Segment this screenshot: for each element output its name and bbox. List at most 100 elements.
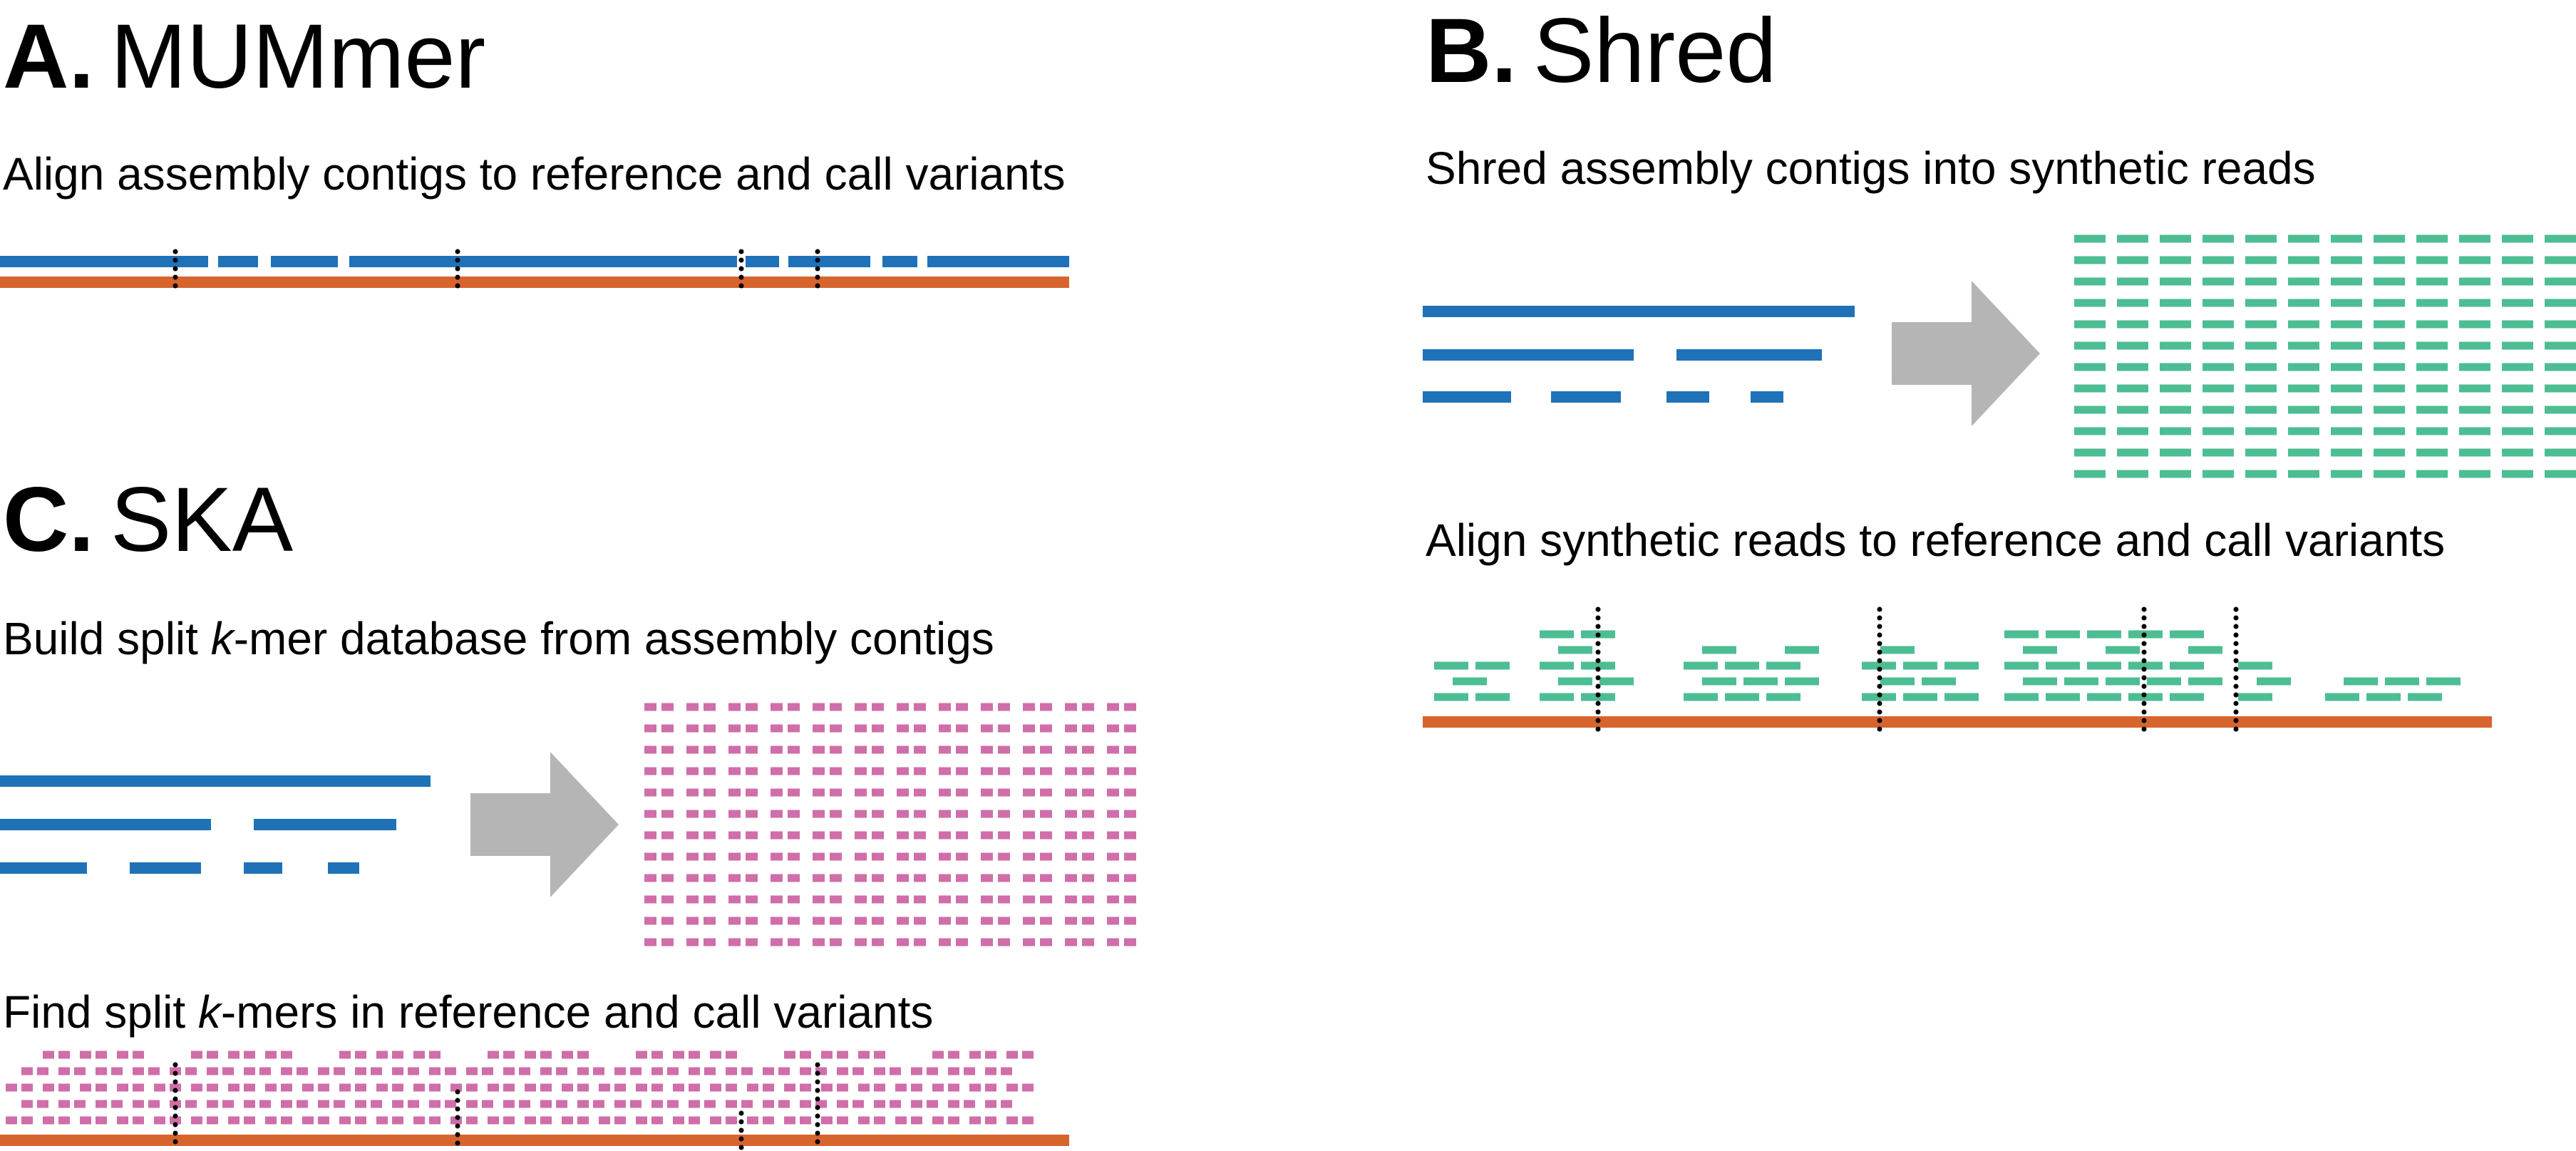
mapped-kmer xyxy=(667,1067,679,1075)
aligned-read xyxy=(2004,630,2039,639)
panel-a-caption: Align assembly contigs to reference and … xyxy=(3,148,1066,200)
mapped-kmer xyxy=(265,1051,277,1059)
contig-segment xyxy=(927,256,1069,267)
split-kmer xyxy=(981,938,993,946)
aligned-read xyxy=(1540,630,1574,639)
split-kmer xyxy=(956,788,968,797)
mapped-kmer xyxy=(630,1067,642,1075)
split-kmer xyxy=(771,810,783,818)
split-kmer xyxy=(830,745,842,754)
split-kmer xyxy=(813,895,825,904)
mapped-kmer xyxy=(726,1067,737,1075)
mapped-kmer xyxy=(614,1067,626,1075)
aligned-read xyxy=(1702,646,1736,654)
split-kmer xyxy=(728,917,741,925)
mapped-kmer xyxy=(969,1116,981,1125)
split-kmer xyxy=(771,745,783,754)
aligned-read xyxy=(2023,677,2057,686)
aligned-read xyxy=(2408,693,2442,701)
synthetic-read xyxy=(2331,256,2362,264)
mapped-kmer xyxy=(630,1100,642,1108)
contig-line xyxy=(1751,391,1783,403)
mapped-kmer xyxy=(21,1100,33,1108)
mapped-kmer xyxy=(244,1100,255,1108)
split-kmer xyxy=(939,938,951,946)
split-kmer xyxy=(981,874,993,882)
split-kmer xyxy=(661,724,674,733)
split-kmer xyxy=(998,831,1010,840)
synthetic-read xyxy=(2288,363,2319,371)
split-kmer xyxy=(788,810,800,818)
split-kmer xyxy=(1124,745,1136,754)
split-kmer xyxy=(1082,724,1094,733)
synthetic-read xyxy=(2331,427,2362,435)
synthetic-read xyxy=(2502,234,2533,243)
split-kmer xyxy=(813,745,825,754)
mapped-kmer xyxy=(318,1116,329,1125)
split-kmer xyxy=(644,745,656,754)
split-kmer xyxy=(1082,938,1094,946)
split-kmer xyxy=(897,703,909,711)
split-kmer xyxy=(661,895,674,904)
split-kmer xyxy=(855,724,867,733)
panel-c-caption-build-pre: Build split xyxy=(3,613,211,664)
synthetic-read xyxy=(2545,256,2576,264)
synthetic-read xyxy=(2502,470,2533,478)
split-kmer xyxy=(939,745,951,754)
split-kmer xyxy=(830,852,842,861)
synthetic-read xyxy=(2416,470,2448,478)
mapped-kmer xyxy=(784,1116,795,1125)
mapped-kmer xyxy=(1022,1051,1034,1059)
mapped-kmer xyxy=(6,1116,17,1125)
split-kmer xyxy=(914,852,926,861)
synthetic-read xyxy=(2545,320,2576,329)
mapped-kmer xyxy=(376,1051,388,1059)
mapped-kmer xyxy=(503,1116,515,1125)
mapped-kmer xyxy=(927,1100,938,1108)
split-kmer xyxy=(813,852,825,861)
split-kmer xyxy=(897,767,909,775)
mapped-kmer xyxy=(1022,1083,1034,1092)
synthetic-read xyxy=(2288,256,2319,264)
split-kmer xyxy=(771,788,783,797)
mapped-kmer xyxy=(111,1100,123,1108)
split-kmer xyxy=(1107,874,1119,882)
mapped-kmer xyxy=(673,1083,684,1092)
split-kmer xyxy=(1124,852,1136,861)
split-kmer xyxy=(939,895,951,904)
split-kmer xyxy=(855,831,867,840)
mapped-kmer xyxy=(191,1051,202,1059)
aligned-read xyxy=(1558,677,1592,686)
aligned-read xyxy=(2385,677,2419,686)
aligned-read xyxy=(2325,693,2359,701)
mapped-kmer xyxy=(932,1083,944,1092)
synthetic-read xyxy=(2245,234,2277,243)
mapped-kmer xyxy=(556,1067,567,1075)
synthetic-read xyxy=(2117,427,2148,435)
aligned-read xyxy=(1743,677,1778,686)
synthetic-read xyxy=(2203,277,2234,286)
split-kmer xyxy=(1023,874,1035,882)
split-kmer xyxy=(771,703,783,711)
split-kmer xyxy=(704,938,716,946)
split-kmer xyxy=(855,810,867,818)
mapped-kmer xyxy=(911,1100,922,1108)
split-kmer xyxy=(746,724,758,733)
synthetic-read xyxy=(2545,406,2576,414)
kmer-arrow xyxy=(470,752,619,897)
mapped-kmer xyxy=(58,1083,70,1092)
synthetic-read xyxy=(2288,384,2319,393)
mapped-kmer xyxy=(874,1067,885,1075)
contig-line xyxy=(0,775,431,787)
mapped-kmer xyxy=(148,1100,160,1108)
aligned-read xyxy=(1903,661,1937,670)
split-kmer xyxy=(872,874,884,882)
split-kmer xyxy=(897,788,909,797)
mapped-kmer xyxy=(1022,1116,1034,1125)
split-kmer xyxy=(661,938,674,946)
mapped-kmer xyxy=(673,1116,684,1125)
mapped-kmer xyxy=(837,1083,848,1092)
split-kmer xyxy=(661,810,674,818)
synthetic-read xyxy=(2545,341,2576,350)
split-kmer xyxy=(686,810,699,818)
